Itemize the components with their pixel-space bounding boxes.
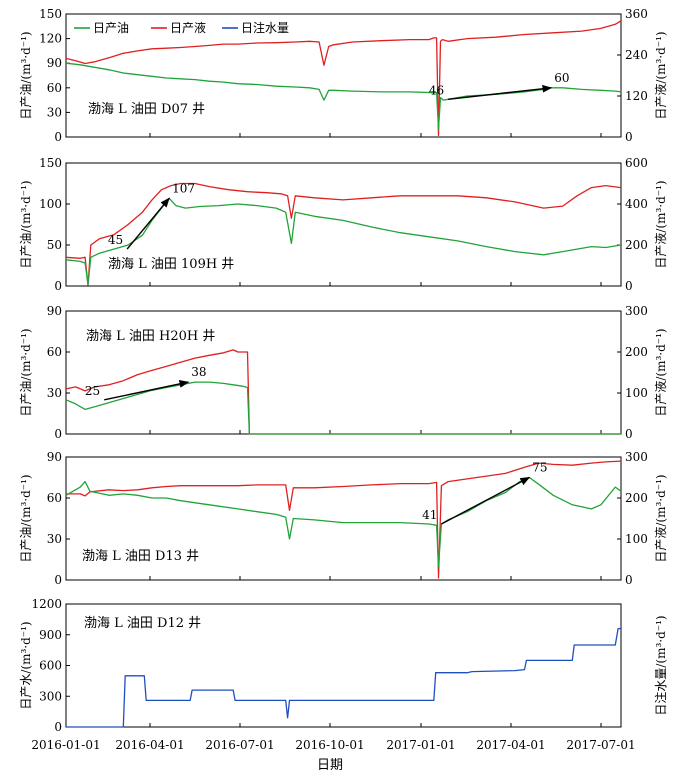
series-line-日产液: [66, 460, 622, 579]
y-tick-label-left: 90: [47, 56, 62, 70]
trend-arrow: [448, 84, 553, 100]
legend-item-label: 日产油: [93, 21, 129, 35]
y-tick-label-left: 150: [39, 156, 62, 170]
y-tick-label-left: 60: [47, 345, 62, 359]
x-tick-label: 2016-01-01: [31, 738, 100, 752]
plot-frame: [65, 456, 622, 581]
y-tick-label-left: 100: [39, 197, 62, 211]
well-title: 渤海 L 油田 H20H 井: [86, 328, 215, 344]
y-tick-label-right: 300: [625, 450, 648, 464]
x-tick-label: 2017-04-01: [476, 738, 545, 752]
y-axis-label-left: 日产油/(m³·d⁻¹): [19, 474, 33, 562]
y-axis-label-left: 日产油/(m³·d⁻¹): [19, 31, 33, 119]
y-tick-label-right: 100: [625, 386, 648, 400]
y-axis-label-right: 日产液/(m³·d⁻¹): [653, 474, 668, 562]
y-axis-label-left: 日产水/(m³·d⁻¹): [19, 621, 33, 709]
y-tick-label-right: 200: [625, 345, 648, 359]
y-tick-label-left: 30: [47, 105, 62, 119]
series-line-日产油: [65, 62, 622, 130]
panel-2: 0 50 100 150 0 200 400 600 日产油/(m³·d⁻¹) 日产液/(m³·d…: [19, 156, 668, 293]
well-title: 渤海 L 油田 109H 井: [108, 256, 234, 272]
y-tick-label-right: 600: [625, 156, 648, 170]
y-tick-label-right: 0: [625, 130, 633, 144]
y-tick-label-left: 120: [39, 32, 62, 46]
x-tick-label: 2016-07-01: [205, 738, 274, 752]
y-tick-label-left: 0: [54, 720, 62, 734]
y-tick-label-right: 0: [625, 573, 633, 587]
series-line-日产液: [65, 182, 622, 286]
y-tick-label-left: 150: [39, 7, 62, 21]
panel-3: 0 30 60 90 0 100 200 300 日产油/(m³·d⁻¹) 日产液/(m³·d⁻¹…: [19, 304, 668, 441]
annotation-end-label: 38: [191, 365, 206, 379]
y-tick-label-right: 400: [625, 197, 648, 211]
y-tick-label-left: 0: [54, 130, 62, 144]
y-tick-label-right: 200: [625, 238, 648, 252]
annotation-start-label: 41: [422, 508, 437, 522]
y-tick-label-left: 90: [47, 304, 62, 318]
y-tick-label-left: 30: [47, 532, 62, 546]
annotation-end-label: 107: [172, 181, 195, 195]
plot-frame: [65, 13, 622, 138]
y-tick-label-left: 600: [39, 659, 62, 673]
x-tick-label: 2016-04-01: [115, 738, 184, 752]
y-axis-label-right: 日注水量/(m³·d⁻¹): [653, 615, 668, 715]
y-tick-label-right: 120: [625, 89, 648, 103]
y-tick-label-left: 0: [54, 427, 62, 441]
x-tick-label: 2017-07-01: [566, 738, 635, 752]
y-tick-label-left: 30: [47, 386, 62, 400]
panel-1: 0 30 60 90 120 150 0 120 240 360 日产油/(m³·d⁻¹) 日产液/(…: [19, 7, 668, 144]
well-title: 渤海 L 油田 D12 井: [84, 615, 201, 631]
y-tick-label-right: 300: [625, 304, 648, 318]
y-axis-label-right: 日产液/(m³·d⁻¹): [653, 180, 668, 268]
trend-arrow: [126, 197, 170, 250]
panel-4: 0 30 60 90 0 100 200 300 日产油/(m³·d⁻¹) 日产液/(m³·d⁻¹…: [19, 450, 668, 587]
y-tick-label-right: 0: [625, 427, 633, 441]
y-tick-label-left: 60: [47, 491, 62, 505]
y-axis-label-right: 日产液/(m³·d⁻¹): [653, 31, 668, 119]
y-axis-label-right: 日产液/(m³·d⁻¹): [653, 328, 668, 416]
panel-5: 0 300 600 900 1200 日产水/(m³·d⁻¹) 日注水量/(m³·d⁻¹) 渤…: [19, 597, 668, 773]
series-line-日产液: [65, 349, 621, 435]
annotation-end-label: 75: [532, 461, 547, 475]
y-tick-label-left: 1200: [31, 597, 62, 611]
plot-frame: [65, 162, 622, 287]
y-tick-label-right: 200: [625, 491, 648, 505]
series-line-日产油: [65, 476, 622, 567]
y-tick-label-left: 60: [47, 81, 62, 95]
well-title: 渤海 L 油田 D07 井: [88, 101, 205, 117]
y-tick-label-left: 90: [47, 450, 62, 464]
x-axis-label: 日期: [317, 758, 343, 773]
y-tick-label-left: 300: [39, 689, 62, 703]
y-tick-label-left: 900: [39, 628, 62, 642]
series-line-日产液: [65, 20, 622, 136]
y-tick-label-left: 50: [47, 238, 62, 252]
series-line-日产油: [65, 197, 622, 286]
y-tick-label-left: 0: [54, 279, 62, 293]
y-tick-label-right: 240: [625, 48, 648, 62]
annotation-start-label: 45: [108, 233, 123, 247]
series-line-日产油: [65, 381, 621, 435]
y-axis-label-left: 日产油/(m³·d⁻¹): [19, 180, 33, 268]
trend-arrow: [104, 380, 190, 401]
series-line-日注水量: [66, 627, 621, 728]
x-tick-label: 2017-01-01: [386, 738, 455, 752]
well-title: 渤海 L 油田 D13 井: [82, 548, 199, 564]
y-tick-label-right: 360: [625, 7, 648, 21]
y-tick-label-right: 100: [625, 532, 648, 546]
legend-item-label: 日注水量: [241, 20, 289, 35]
y-tick-label-left: 0: [54, 573, 62, 587]
y-axis-label-left: 日产油/(m³·d⁻¹): [19, 328, 33, 416]
legend-item-label: 日产液: [170, 20, 206, 35]
annotation-start-label: 46: [429, 83, 444, 97]
annotation-end-label: 60: [554, 71, 569, 85]
y-tick-label-right: 0: [625, 279, 633, 293]
annotation-start-label: 25: [85, 384, 100, 398]
x-tick-label: 2016-10-01: [295, 738, 364, 752]
trend-arrow: [441, 476, 531, 525]
